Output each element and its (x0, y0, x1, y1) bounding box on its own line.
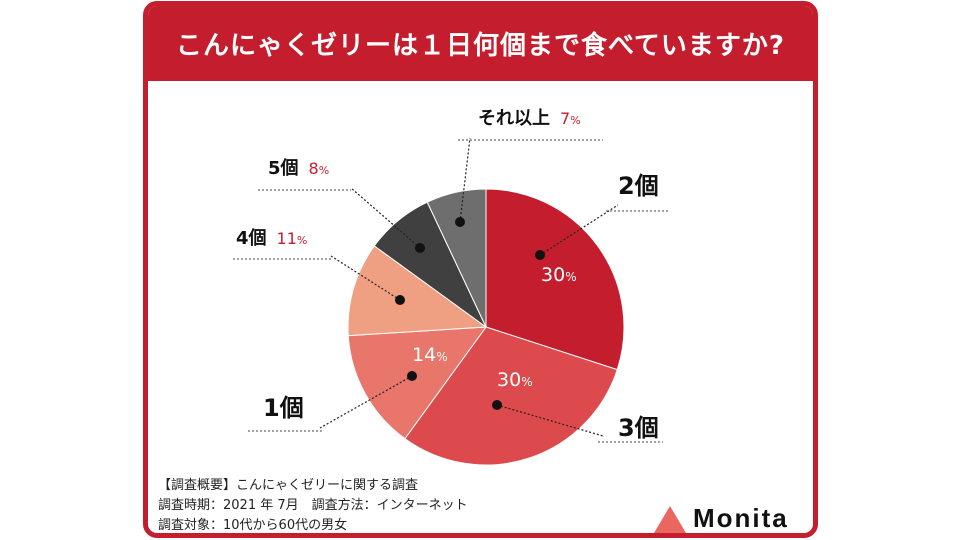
slice-percent-label: 8% (309, 159, 330, 178)
pie-slice (347, 245, 488, 337)
pie-slice (404, 326, 618, 466)
slice-percent-label: 7% (560, 109, 581, 128)
slice-category-label: 4個 (236, 228, 267, 249)
leader-dot (492, 400, 502, 410)
survey-target: 調査対象：10代から60代の男女 (158, 518, 348, 533)
pie-slice (426, 188, 487, 328)
monita-logo: Monita (653, 503, 789, 533)
slice-percent-label: 30% (497, 369, 533, 391)
slice-percent-label: 30% (541, 264, 577, 286)
slice-percent-label: 11% (277, 229, 308, 248)
leader-line (330, 255, 401, 301)
pie-slice (485, 188, 625, 371)
leader-dot (535, 250, 545, 260)
leader-dot (395, 295, 405, 305)
slice-category-label: それ以上 (478, 108, 550, 129)
leader-dot (455, 217, 465, 227)
slice-category-label: 5個 (268, 158, 299, 179)
slice-category-label: 1個 (263, 394, 304, 422)
leader-line (496, 404, 604, 437)
survey-summary: 【調査概要】こんにゃくゼリーに関する調査 (158, 478, 419, 493)
logo-text: Monita (693, 503, 789, 533)
leader-dot (415, 243, 425, 253)
slice-category-label: 3個 (618, 414, 659, 442)
pie-slice (347, 326, 488, 440)
chart-card: こんにゃくゼリーは１日何個まで食べていますか? 2個 30% 3個 30% 1個 14% 4… (143, 1, 818, 538)
survey-notes: 【調査概要】こんにゃくゼリーに関する調査 調査時期：2021 年 7月 調査方法… (158, 476, 468, 533)
pie-chart: 2個 30% 3個 30% 1個 14% 4個 11% 5個 8% それ以上 7% (233, 108, 668, 466)
logo-triangle-icon (654, 505, 686, 533)
leader-line (539, 204, 619, 256)
leader-line (350, 187, 421, 249)
slice-percent-label: 14% (412, 344, 448, 366)
survey-period-method: 調査時期：2021 年 7月 調査方法：インターネット (158, 498, 468, 513)
chart-title: こんにゃくゼリーは１日何個まで食べていますか? (148, 6, 813, 81)
leader-line (319, 375, 413, 429)
slice-category-label: 2個 (618, 172, 659, 200)
leader-dot (407, 371, 417, 381)
